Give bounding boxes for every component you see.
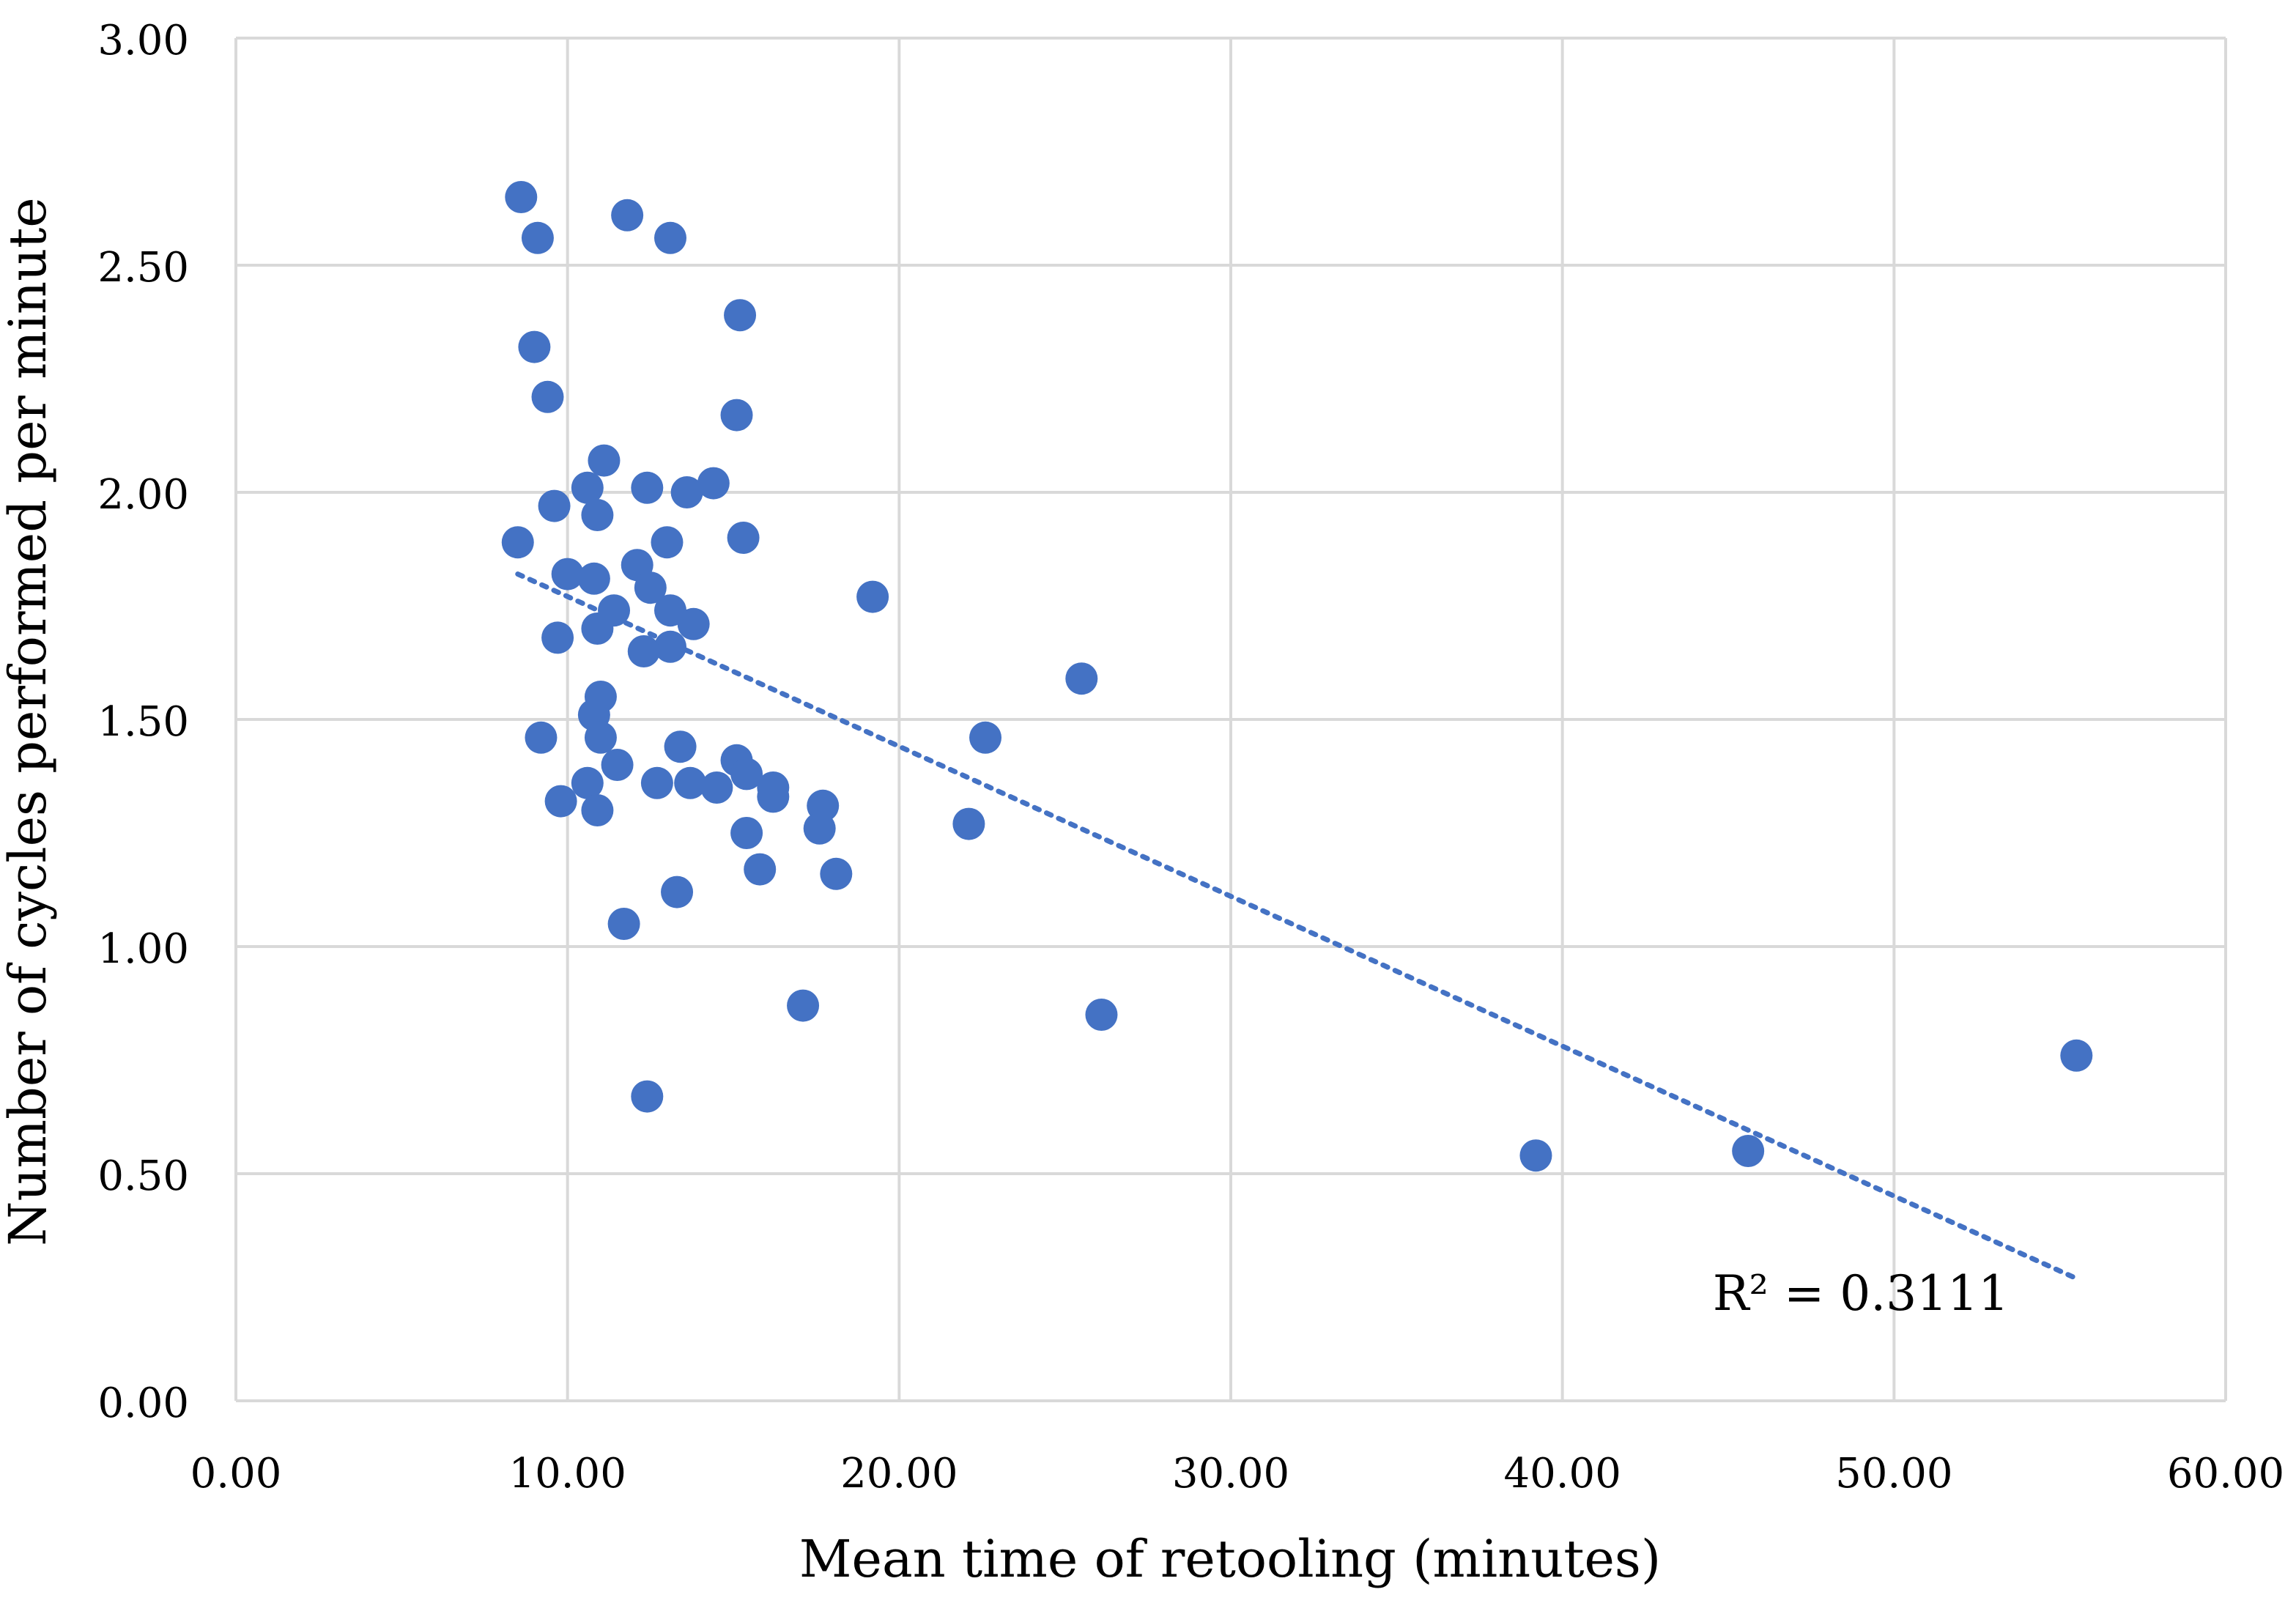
x-tick-label: 0.00 [190,1450,282,1498]
x-tick-label: 50.00 [1835,1450,1952,1498]
data-points [501,181,2093,1172]
data-point [634,571,667,604]
x-tick-label: 10.00 [509,1450,626,1498]
data-point [2060,1039,2093,1072]
gridlines [234,37,2227,1402]
data-point [803,812,836,845]
data-point [787,989,820,1022]
data-point [525,721,558,754]
data-point [505,181,538,213]
data-point [631,1080,664,1113]
data-point [744,853,777,886]
data-point [720,399,753,432]
data-point [571,471,604,504]
y-axis-title: Number of cycles performed per minute [0,197,58,1245]
data-point [601,749,634,781]
data-point [541,621,574,654]
data-point [697,467,730,500]
data-point [952,807,985,840]
data-point [518,330,551,363]
y-tick-label: 1.50 [97,698,189,746]
data-point [653,221,686,254]
data-point [581,794,614,826]
data-point [727,522,760,554]
data-point [1085,999,1118,1031]
y-tick-label: 2.00 [97,471,189,519]
data-point [577,562,610,595]
trendline [515,571,2079,1281]
data-point [724,299,757,332]
y-tick-label: 0.00 [97,1380,189,1427]
data-point [501,526,534,559]
data-point [588,444,621,477]
data-point [571,766,604,799]
data-point [661,876,694,908]
data-point [640,766,673,799]
y-tick-label: 1.00 [97,925,189,973]
data-point [653,594,686,627]
data-point [538,489,571,522]
data-point [674,766,707,799]
data-point [584,721,617,754]
r-squared-label: R² = 0.3111 [1713,1265,2009,1322]
data-point [581,612,614,645]
data-point [856,580,889,613]
x-tick-label: 20.00 [840,1450,958,1498]
data-point [581,499,614,531]
data-point [1732,1135,1765,1167]
data-point [969,721,1002,754]
data-point [627,635,660,667]
y-tick-label: 2.50 [97,244,189,292]
data-point [521,221,554,254]
data-point [730,758,763,791]
data-point [670,476,703,508]
data-point [700,771,733,804]
trendline-layer [515,571,2079,1281]
data-point [1065,662,1098,695]
data-point [1519,1139,1552,1172]
data-point [664,730,697,763]
x-tick-label: 60.00 [2167,1450,2284,1498]
x-axis-title: Mean time of retooling (minutes) [799,1529,1661,1589]
data-point [730,817,763,849]
data-point [757,780,790,813]
data-point [631,471,664,504]
data-point [611,199,644,232]
tick-labels: 0.00 0.50 1.00 1.50 2.00 2.50 3.00 0.00 10.00 20.… [97,17,2284,1498]
data-point [607,908,640,940]
x-tick-label: 30.00 [1172,1450,1289,1498]
y-tick-label: 3.00 [97,17,189,64]
data-point [651,526,684,559]
data-point [551,558,584,591]
data-point [820,857,853,890]
y-tick-label: 0.50 [97,1152,189,1200]
data-point [653,630,686,663]
data-point [531,380,564,413]
data-point [544,785,577,818]
data-point [677,607,710,640]
x-tick-label: 40.00 [1504,1450,1621,1498]
